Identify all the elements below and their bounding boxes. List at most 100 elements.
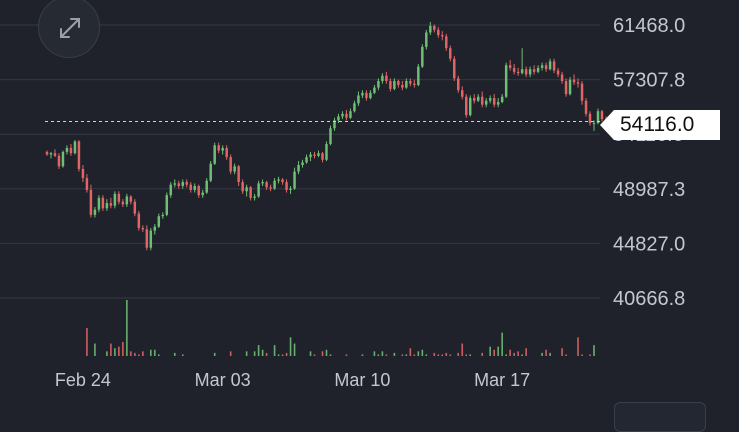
candle-body [496, 102, 500, 105]
candle-body [409, 81, 412, 84]
candle-body [157, 216, 161, 227]
y-tick-label: 40666.8 [613, 288, 685, 310]
candle-body [508, 65, 512, 68]
candle [97, 195, 101, 213]
candle [417, 63, 420, 87]
volume-bar [361, 354, 364, 356]
candle-body [564, 81, 568, 95]
volume-bar [114, 348, 116, 356]
candle [337, 113, 340, 124]
candle-body [109, 203, 113, 206]
candle [429, 21, 432, 36]
volume-bar [561, 348, 563, 356]
candle-body [500, 96, 504, 103]
candle-body [81, 168, 85, 179]
candle [205, 178, 208, 194]
price-tag-pointer [600, 110, 614, 140]
candle [293, 167, 296, 190]
candle-body [229, 157, 232, 172]
candle-body [77, 141, 81, 169]
candle-body [285, 182, 288, 190]
candle-body [289, 188, 292, 190]
candle-body [217, 145, 220, 151]
candle [397, 79, 400, 88]
x-axis-labels: Feb 24 Mar 03 Mar 10 Mar 17 [55, 370, 530, 390]
volume-bar [449, 354, 452, 356]
candle [313, 151, 316, 159]
volume-bar [381, 351, 384, 356]
candle [153, 224, 157, 235]
expand-arrows-icon [60, 18, 80, 38]
volume-bar [289, 337, 292, 356]
volume-bar [565, 354, 567, 356]
candle-body [365, 92, 368, 99]
candle [297, 161, 300, 175]
volume-bar [417, 351, 420, 356]
expand-chart-button[interactable] [38, 0, 100, 58]
candle [345, 109, 348, 121]
candlestick-chart[interactable]: 61468.0 57307.8 54116.0 48987.3 44827.0 40666… [0, 0, 739, 415]
grid-lines [0, 24, 600, 299]
candle [317, 150, 320, 158]
candle-body [97, 197, 101, 210]
candle-body [277, 179, 280, 181]
candle-body [129, 196, 133, 202]
candle [77, 140, 81, 172]
candle [229, 154, 232, 175]
candle-body [305, 157, 308, 163]
candle [492, 94, 496, 108]
candle [421, 44, 424, 68]
candle [461, 86, 464, 100]
candle-body [209, 163, 212, 181]
candle-body [385, 75, 388, 82]
candle-body [145, 229, 149, 248]
candle [253, 193, 256, 201]
candle-body [361, 92, 364, 96]
candle [133, 199, 137, 217]
candle [437, 27, 440, 38]
volume-bar [541, 352, 543, 356]
volume-bar [253, 351, 256, 356]
candle-body [556, 70, 560, 75]
candle [449, 45, 452, 62]
candle-body [249, 187, 252, 198]
candle [389, 78, 392, 92]
candle [145, 225, 149, 251]
candle [496, 98, 500, 108]
volume-bar [281, 354, 284, 356]
candle-body [457, 78, 460, 91]
candle-body [221, 147, 224, 151]
candle-body [504, 65, 508, 97]
volume-bar [509, 349, 511, 356]
candle [65, 145, 69, 155]
candle-body [449, 48, 452, 59]
candle-body [512, 67, 516, 72]
volume-bar [229, 351, 232, 356]
volume-bar [345, 354, 348, 356]
candle [189, 182, 192, 193]
candle-body [421, 46, 424, 67]
candle-body [197, 186, 200, 196]
candle [73, 140, 77, 155]
candle-body [373, 87, 376, 93]
volume-bar [393, 352, 396, 356]
candle-body [253, 196, 256, 198]
volume-bar [313, 354, 316, 356]
candle-body [317, 153, 320, 156]
volume-bar [181, 354, 184, 356]
candle-body [101, 197, 105, 209]
candle [381, 73, 384, 84]
candle [536, 65, 540, 74]
candle [137, 210, 141, 231]
candle [445, 33, 448, 51]
candle-body [453, 58, 456, 79]
candle [325, 141, 328, 162]
candle-body [552, 61, 556, 71]
candle-body [441, 35, 444, 37]
candle [113, 191, 117, 209]
candle-body [269, 187, 272, 189]
candle-body [596, 111, 600, 124]
bottom-right-control[interactable] [614, 402, 706, 432]
candle [425, 29, 428, 50]
candle-body [177, 183, 180, 187]
